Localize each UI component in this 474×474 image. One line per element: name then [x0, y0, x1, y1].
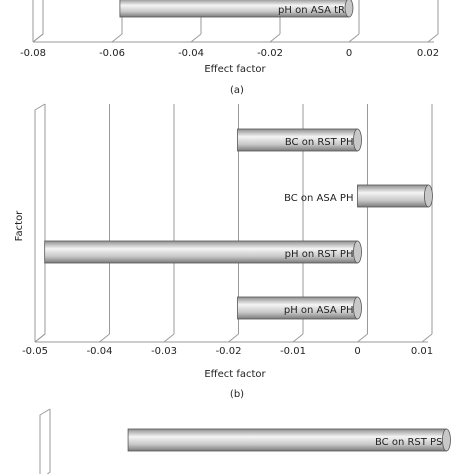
x-tick-label: 0	[346, 48, 352, 59]
tick-mark	[421, 333, 433, 343]
tick-mark	[357, 333, 368, 343]
bar-cap	[353, 128, 362, 152]
plot-frame	[34, 103, 46, 343]
x-tick-label: -0.02	[257, 48, 283, 59]
x-axis-title: Effect factor	[204, 64, 266, 75]
x-tick-label: -0.01	[280, 346, 306, 357]
category-label: BC on RST PS	[375, 437, 442, 448]
caption: (b)	[230, 389, 244, 400]
x-tick-label: -0.04	[87, 346, 113, 357]
bar-cap	[353, 240, 362, 264]
tick-mark	[32, 33, 44, 43]
bar-cap	[344, 0, 354, 18]
category-label: pH on ASA PH	[284, 305, 354, 316]
tick-mark	[269, 33, 281, 43]
category-label: pH on ASA tR	[278, 5, 345, 16]
plot-frame	[39, 408, 51, 474]
category-label: BC on ASA PH	[284, 193, 353, 204]
x-axis-title: Effect factor	[204, 369, 266, 380]
category-label: pH on RST PH	[285, 249, 354, 260]
tick-mark	[228, 333, 239, 343]
bar-cap	[442, 428, 451, 452]
x-tick-label: -0.03	[151, 346, 177, 357]
tick-mark	[163, 333, 175, 343]
x-tick-label: -0.06	[99, 48, 125, 59]
bar	[357, 184, 429, 208]
tick-mark	[190, 33, 202, 43]
tick-mark	[111, 33, 123, 43]
x-tick-label: -0.02	[216, 346, 242, 357]
tick-mark	[348, 33, 360, 43]
tick-mark	[427, 33, 439, 43]
category-label: BC on RST PH	[285, 137, 354, 148]
bar-cap	[424, 184, 433, 208]
bar-cap	[353, 296, 362, 320]
x-tick-label: 0.02	[417, 48, 439, 59]
x-tick-label: -0.05	[22, 346, 48, 357]
tick-mark	[99, 333, 110, 343]
tick-mark	[34, 333, 46, 343]
tick-mark	[292, 333, 304, 343]
x-tick-label: 0.01	[411, 346, 433, 357]
x-tick-label: -0.08	[20, 48, 46, 59]
x-tick-label: -0.04	[178, 48, 204, 59]
y-axis-title: Factor	[14, 210, 25, 241]
caption: (a)	[230, 85, 244, 96]
x-tick-label: 0	[354, 346, 360, 357]
